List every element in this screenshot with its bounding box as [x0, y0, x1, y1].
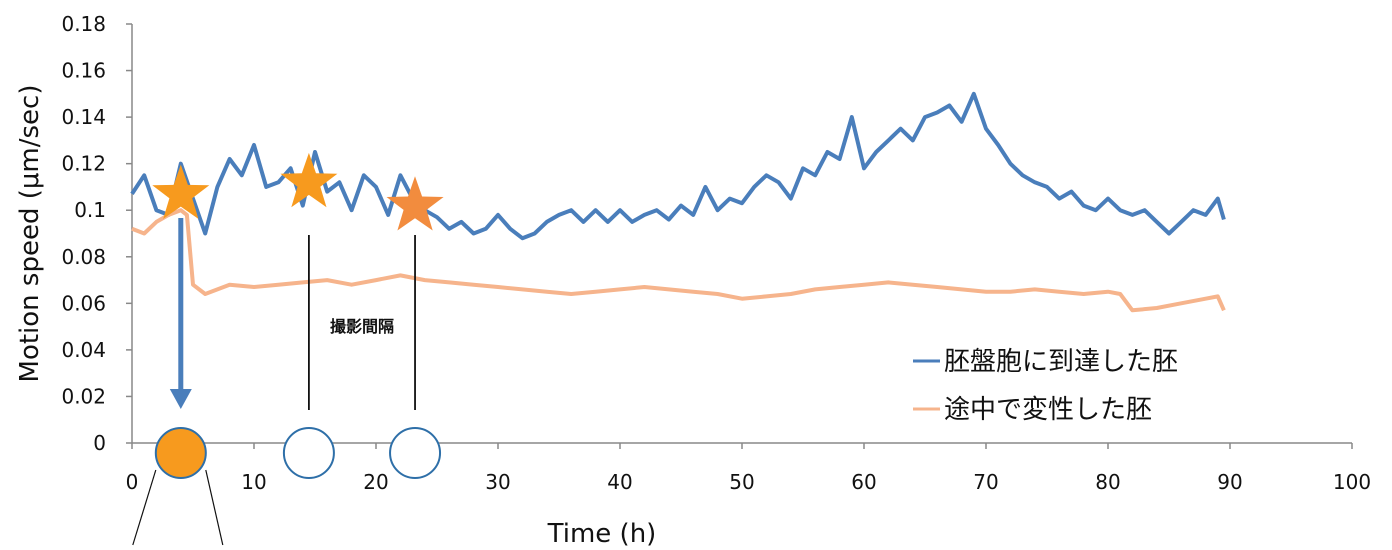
- x-tick-label: 0: [126, 470, 139, 494]
- embryo-circle: [154, 427, 207, 479]
- x-tick-label: 10: [241, 470, 266, 494]
- x-tick-label: 100: [1333, 470, 1371, 494]
- x-tick-label: 30: [485, 470, 510, 494]
- interval-label: 撮影間隔: [330, 317, 394, 336]
- star-marker: [280, 152, 338, 208]
- y-tick-label: 0.14: [61, 105, 106, 129]
- x-axis-label: Time (h): [547, 519, 657, 549]
- y-tick-label: 0.06: [61, 291, 106, 315]
- legend-label: 途中で変性した胚: [944, 395, 1152, 425]
- x-tick-label: 90: [1217, 470, 1242, 494]
- annotations: 撮影間隔: [132, 152, 444, 546]
- y-tick-label: 0.18: [61, 12, 106, 36]
- x-tick-label: 40: [607, 470, 632, 494]
- y-tick-label: 0.08: [61, 245, 106, 269]
- legend-label: 胚盤胞に到達した胚: [944, 347, 1178, 377]
- x-tick-label: 70: [973, 470, 998, 494]
- embryo-circle: [282, 427, 335, 479]
- x-tick-label: 50: [729, 470, 754, 494]
- star-marker: [152, 164, 210, 219]
- y-tick-label: 0.16: [61, 59, 106, 83]
- x-tick-labels: 0 10 20 30 40 50 60 70 80 90 100: [126, 443, 1371, 494]
- y-tick-label: 0.12: [61, 152, 106, 176]
- series-line-degenerated: [131, 208, 1226, 313]
- y-tick-label: 0: [93, 431, 106, 455]
- y-tick-label: 0.04: [61, 338, 106, 362]
- y-tick-labels: 0 0.02 0.04 0.06 0.08 0.1 0.12 0.14 0.16 0.18: [61, 12, 132, 455]
- zoom-line-right: [205, 469, 224, 546]
- series-lines: [130, 91, 1226, 313]
- zoom-line-left: [132, 469, 157, 546]
- y-tick-label: 0.1: [74, 198, 106, 222]
- x-tick-label: 20: [363, 470, 388, 494]
- y-axis-label: Motion speed (μm/sec): [15, 85, 45, 383]
- series-line-blastocyst: [130, 91, 1226, 241]
- y-tick-label: 0.02: [61, 384, 106, 408]
- star-marker: [386, 176, 444, 231]
- x-tick-label: 60: [851, 470, 876, 494]
- arrow-head: [169, 389, 192, 409]
- x-tick-label: 80: [1095, 470, 1120, 494]
- embryo-circle: [389, 427, 442, 479]
